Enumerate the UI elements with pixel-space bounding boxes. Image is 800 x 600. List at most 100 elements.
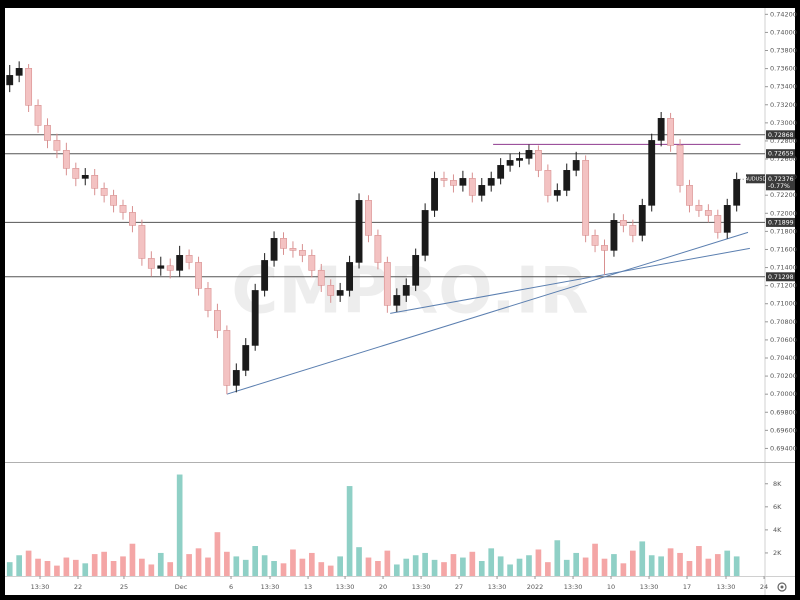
x-tick-label: 13 — [304, 583, 312, 591]
level-label: 0.71298 — [768, 274, 794, 281]
candle-body — [214, 310, 221, 331]
candle-body — [591, 235, 599, 246]
volume-bar — [120, 556, 126, 576]
x-tick-label: 20 — [379, 583, 387, 591]
gear[interactable] — [777, 582, 787, 592]
settings-icon[interactable] — [777, 582, 787, 592]
volume-bar — [686, 561, 693, 576]
level-label-box — [766, 272, 795, 282]
y-tick-label: 0.73800 — [770, 47, 797, 55]
y-tick-label: 0.72200 — [770, 191, 797, 199]
candle-body — [355, 200, 363, 263]
candle-body — [450, 180, 457, 186]
volume-bar — [639, 541, 646, 576]
volume-bar — [422, 552, 428, 576]
volume-tick-label: 4K — [773, 526, 782, 534]
last-price-label: 0.72376 — [768, 176, 794, 183]
volume-bar — [72, 559, 79, 576]
volume-bar — [450, 554, 457, 576]
level-label: 0.72659 — [768, 151, 794, 158]
candle-body — [506, 160, 514, 166]
candle-body — [487, 178, 495, 186]
volume-bar — [696, 546, 702, 576]
y-tick-label: 0.70600 — [770, 336, 797, 344]
volume-bar — [167, 562, 174, 576]
x-tick-label: 17 — [683, 583, 691, 591]
candle-body — [129, 212, 136, 226]
volume-bar — [271, 561, 277, 576]
volume-tick-label: 6K — [773, 503, 782, 511]
candle-body — [733, 178, 741, 206]
volume-bar — [242, 559, 249, 576]
volume-bar — [658, 556, 664, 576]
candle-body — [204, 288, 212, 311]
candle-body — [723, 205, 731, 233]
candle-body — [25, 68, 33, 106]
volume-bar — [403, 558, 410, 576]
candle-body — [242, 345, 250, 371]
candle-body — [601, 245, 608, 251]
volume-bar — [299, 558, 306, 576]
volume-bar — [365, 557, 372, 576]
x-tick-label: 25 — [120, 583, 128, 591]
volume-tick-label: 2K — [773, 549, 782, 557]
candle-body — [336, 290, 344, 296]
y-tick-label: 0.70800 — [770, 318, 797, 326]
y-tick-label: 0.71200 — [770, 282, 797, 290]
symbol-label: AUDUSD — [745, 176, 767, 182]
candle-body — [686, 185, 693, 206]
candle-body — [91, 175, 99, 189]
candle-body — [553, 190, 561, 196]
y-tick-label: 0.73000 — [770, 119, 797, 127]
candle-body — [563, 170, 571, 191]
volume-bar — [507, 564, 513, 576]
volume-bar — [309, 552, 315, 576]
volume-bar — [129, 543, 136, 576]
candle-body — [261, 260, 269, 291]
candle-body — [110, 195, 117, 206]
x-tick-label: 13:30 — [488, 583, 507, 591]
volume-bar — [157, 552, 164, 576]
volume-bar — [535, 549, 542, 576]
volume-bar — [44, 561, 51, 576]
volume-bar — [148, 564, 155, 576]
candle-body — [147, 258, 155, 269]
candle-body — [157, 265, 165, 269]
volume-bar — [582, 557, 589, 576]
candle-body — [516, 158, 523, 161]
x-tick-label: 2022 — [527, 583, 544, 591]
candle-body — [572, 160, 580, 171]
volume-bar — [611, 554, 617, 576]
x-tick-label: 13:30 — [717, 583, 736, 591]
y-tick-label: 0.73400 — [770, 83, 797, 91]
volume-bar — [488, 548, 495, 576]
candle-body — [648, 140, 656, 206]
level-label-box — [766, 217, 795, 227]
volume-bar — [460, 557, 466, 576]
volume-bar — [110, 561, 117, 576]
candle-body — [638, 205, 646, 236]
volume-bar — [233, 556, 240, 576]
candle-body — [53, 140, 61, 151]
x-tick-label: Dec — [175, 583, 188, 591]
x-tick-label: 13:30 — [31, 583, 50, 591]
volume-bar — [25, 550, 32, 576]
candle-body — [383, 262, 391, 306]
y-tick-label: 0.69400 — [770, 444, 797, 452]
trend-line — [226, 231, 749, 395]
x-tick-label: 13:30 — [412, 583, 431, 591]
candle-body — [15, 68, 23, 76]
volume-bar — [356, 547, 362, 576]
gear-center[interactable] — [780, 585, 784, 589]
volume-bar — [176, 474, 183, 576]
candle-body — [468, 178, 476, 196]
y-tick-label: 0.73200 — [770, 101, 797, 109]
symbol-box — [746, 174, 765, 184]
y-tick-label: 0.70200 — [770, 372, 797, 380]
volume-bar — [16, 555, 22, 576]
level-label: 0.71899 — [768, 219, 794, 226]
y-tick-label: 0.69800 — [770, 408, 797, 416]
volume-bar — [195, 548, 202, 576]
volume-bar — [526, 555, 532, 576]
